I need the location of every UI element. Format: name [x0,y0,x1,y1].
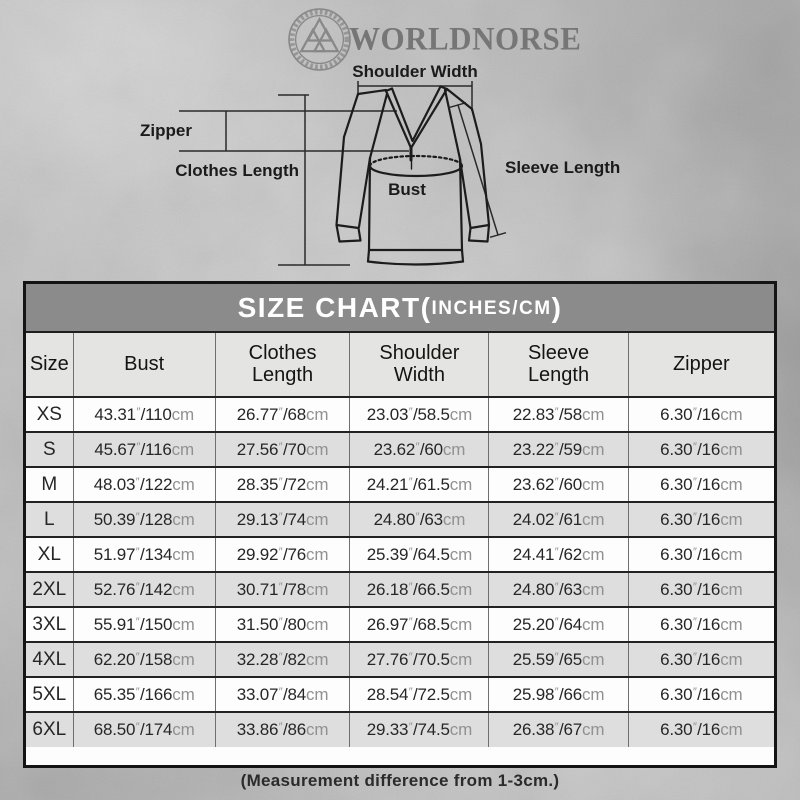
measurement-cell: 28.54″/72.5cm [349,677,489,712]
measurement-cell: 24.41″/62cm [488,537,629,572]
header-row: Size Bust Clothes Length Shoulder Width … [26,332,774,397]
measurement-cell: 43.31″/110cm [72,397,216,432]
measurement-cell: 6.30″/16cm [627,677,774,712]
measurement-cell: 26.18″/66.5cm [349,572,489,607]
measurement-cell: 6.30″/16cm [627,572,774,607]
measurement-cell: 25.39″/64.5cm [349,537,489,572]
measurement-cell: 23.22″/59cm [488,432,629,467]
table-row-3xl: 3XL 55.91″/150cm 31.50″/80cm 26.97″/68.5cm 2… [26,607,774,642]
table-row-xl: XL 51.97″/134cm 29.92″/76cm 25.39″/64.5cm 24… [26,537,774,572]
valknut-logo-icon [288,8,351,71]
measurement-cell: 51.97″/134cm [72,537,216,572]
measurement-cell: 25.98″/66cm [488,677,629,712]
measurement-cell: 55.91″/150cm [72,607,216,642]
measurement-cell: 25.59″/65cm [488,642,629,677]
measurement-cell: 23.62″/60cm [349,432,489,467]
measurement-cell: 6.30″/16cm [627,467,774,502]
title-units: INCHES/CM [431,298,552,319]
measurement-cell: 28.35″/72cm [214,467,350,502]
title-close: ) [551,291,563,323]
measurement-cell: 26.77″/68cm [214,397,350,432]
measurement-cell: 23.03″/58.5cm [349,397,489,432]
measurement-cell: 52.76″/142cm [72,572,216,607]
measurement-cell: 6.30″/16cm [627,642,774,677]
size-chart-table-container: SIZE CHART(INCHES/CM) Size Bust Clothes … [23,281,777,768]
brand-name: WORLDNORSE [349,19,582,58]
size-cell: XL [37,543,61,565]
label-zipper: Zipper [140,121,192,140]
measurement-cell: 45.67″/116cm [72,432,216,467]
table-row-5xl: 5XL 65.35″/166cm 33.07″/84cm 28.54″/72.5cm 2… [26,677,774,712]
size-table: Size Bust Clothes Length Shoulder Width … [26,331,774,747]
label-bust: Bust [388,180,426,199]
size-cell: XS [36,403,62,425]
measurement-cell: 65.35″/166cm [72,677,216,712]
measurement-cell: 31.50″/80cm [214,607,350,642]
garment-measurement-diagram: Shoulder Width Zipper Clothes Length Bus… [140,62,620,266]
measurement-cell: 50.39″/128cm [72,502,216,537]
size-chart-title: SIZE CHART(INCHES/CM) [26,284,774,331]
measurement-cell: 29.33″/74.5cm [349,712,489,747]
size-cell: 6XL [32,719,67,740]
measurement-cell: 48.03″/122cm [72,467,216,502]
measurement-cell: 25.20″/64cm [488,607,629,642]
measurement-cell: 26.38″/67cm [488,712,629,747]
measurement-cell: 68.50″/174cm [72,712,216,747]
measurement-cell: 24.02″/61cm [488,502,629,537]
column-header-size: Size [26,332,74,397]
measurement-cell: 23.62″/60cm [488,467,629,502]
table-row-4xl: 4XL 62.20″/158cm 32.28″/82cm 27.76″/70.5cm 2… [26,642,774,677]
table-row-l: L 50.39″/128cm 29.13″/74cm 24.80″/63cm 24.02… [26,502,774,537]
measurement-cell: 62.20″/158cm [72,642,216,677]
measurement-lines [179,81,507,266]
column-header-sleeve-length: Sleeve Length [488,332,629,397]
measurement-cell: 6.30″/16cm [627,502,774,537]
table-row-6xl: 6XL 68.50″/174cm 33.86″/86cm 29.33″/74.5cm 2… [26,712,774,747]
measurement-cell: 24.80″/63cm [488,572,629,607]
table-row-s: S 45.67″/116cm 27.56″/70cm 23.62″/60cm 23.22… [26,432,774,467]
size-cell: 4XL [32,648,67,670]
measurement-cell: 27.76″/70.5cm [349,642,489,677]
table-row-2xl: 2XL 52.76″/142cm 30.71″/78cm 26.18″/66.5cm 2… [26,572,774,607]
table-row-m: M 48.03″/122cm 28.35″/72cm 24.21″/61.5cm 23.… [26,467,774,502]
label-clothes-length: Clothes Length [175,161,299,180]
title-main: SIZE CHART( [237,291,432,323]
size-cell: L [44,508,55,530]
measurement-cell: 6.30″/16cm [627,432,774,467]
size-cell: S [42,438,56,460]
size-cell: 5XL [32,683,67,705]
size-cell: M [41,473,58,495]
measurement-cell: 26.97″/68.5cm [349,607,489,642]
label-sleeve-length: Sleeve Length [505,158,620,177]
measurement-cell: 30.71″/78cm [214,572,350,607]
bust-ellipse [368,154,464,178]
measurement-cell: 29.13″/74cm [214,502,350,537]
measurement-cell: 33.86″/86cm [214,712,350,747]
size-cell: 2XL [32,578,67,600]
measurement-footnote: (Measurement difference from 1-3cm.) [240,771,560,790]
column-header-clothes-length: Clothes Length [214,332,350,397]
column-header-bust: Bust [72,332,216,397]
garment-outline [335,85,491,266]
measurement-cell: 6.30″/16cm [627,712,774,747]
table-row-xs: XS 43.31″/110cm 26.77″/68cm 23.03″/58.5cm 22… [26,397,774,432]
measurement-cell: 33.07″/84cm [214,677,350,712]
measurement-cell: 6.30″/16cm [627,607,774,642]
size-table-body: XS 43.31″/110cm 26.77″/68cm 23.03″/58.5cm 22… [26,397,774,747]
measurement-cell: 6.30″/16cm [627,537,774,572]
measurement-cell: 24.80″/63cm [349,502,489,537]
measurement-cell: 6.30″/16cm [627,397,774,432]
size-cell: 3XL [32,613,67,635]
label-shoulder-width: Shoulder Width [352,62,477,81]
measurement-cell: 22.83″/58cm [488,397,629,432]
measurement-cell: 32.28″/82cm [214,642,350,677]
column-header-shoulder-width: Shoulder Width [349,332,489,397]
measurement-cell: 24.21″/61.5cm [349,467,489,502]
measurement-cell: 27.56″/70cm [214,432,350,467]
measurement-cell: 29.92″/76cm [214,537,350,572]
column-header-zipper: Zipper [627,332,774,397]
